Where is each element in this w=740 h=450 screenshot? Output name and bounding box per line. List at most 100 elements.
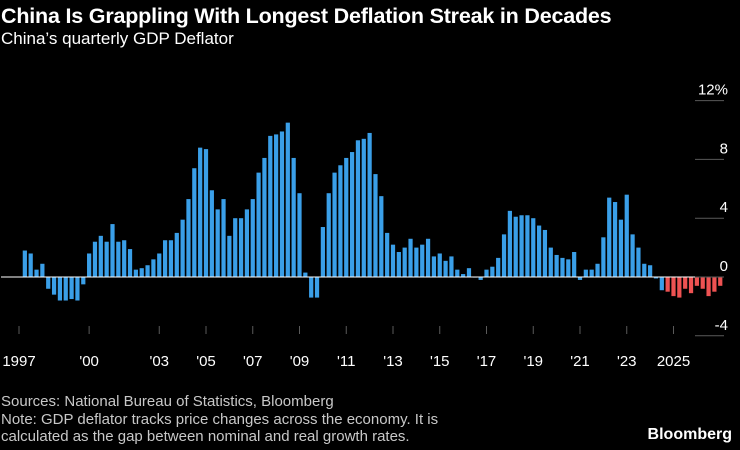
bar bbox=[40, 263, 45, 277]
bar bbox=[104, 241, 109, 277]
bar bbox=[326, 193, 331, 277]
bar bbox=[198, 147, 203, 277]
bar bbox=[560, 257, 565, 277]
bar bbox=[332, 172, 337, 277]
y-tick-label: 8 bbox=[720, 140, 728, 157]
bar bbox=[414, 247, 419, 277]
bar bbox=[688, 277, 694, 294]
bar bbox=[437, 253, 442, 277]
bar bbox=[344, 157, 349, 277]
bar bbox=[466, 268, 472, 277]
bar bbox=[385, 232, 390, 277]
bar bbox=[618, 219, 624, 277]
bar bbox=[338, 165, 343, 277]
bar bbox=[478, 277, 483, 280]
y-tick-label: 0 bbox=[720, 258, 728, 275]
x-tick-label: '13 bbox=[383, 353, 403, 370]
y-tick-label: -4 bbox=[715, 317, 728, 334]
bar bbox=[262, 157, 267, 277]
bloomberg-logo: Bloomberg bbox=[647, 426, 732, 443]
bar bbox=[98, 235, 103, 277]
bar bbox=[630, 234, 635, 277]
bar bbox=[192, 168, 197, 277]
bar bbox=[34, 269, 39, 277]
bar bbox=[449, 256, 454, 277]
bar bbox=[221, 199, 226, 277]
bar bbox=[548, 247, 553, 277]
bar bbox=[180, 219, 185, 277]
bar bbox=[250, 199, 255, 277]
x-tick-label: '17 bbox=[477, 353, 497, 370]
bar bbox=[379, 196, 384, 277]
bar bbox=[57, 277, 63, 301]
bar bbox=[151, 259, 156, 277]
bar bbox=[209, 190, 214, 277]
bar bbox=[244, 209, 250, 277]
bar bbox=[110, 224, 115, 277]
bar bbox=[718, 277, 723, 286]
x-tick-label: 2025 bbox=[657, 353, 690, 370]
bar bbox=[531, 218, 536, 277]
bar bbox=[349, 152, 355, 277]
x-tick-label: '21 bbox=[570, 353, 590, 370]
bar bbox=[274, 134, 279, 277]
note-line-2: calculated as the gap between nominal an… bbox=[1, 428, 410, 445]
sources-text: Sources: National Bureau of Statistics, … bbox=[1, 393, 334, 410]
bar bbox=[525, 215, 530, 277]
bar bbox=[28, 253, 33, 277]
bar bbox=[297, 193, 302, 277]
bar bbox=[484, 269, 489, 277]
bar bbox=[443, 260, 448, 277]
x-tick-label: '23 bbox=[617, 353, 637, 370]
x-tick-label: 1997 bbox=[2, 353, 35, 370]
bar bbox=[653, 277, 659, 279]
bar bbox=[712, 277, 717, 292]
bar bbox=[227, 235, 232, 277]
bar bbox=[75, 277, 80, 301]
bar bbox=[408, 238, 413, 277]
bar bbox=[583, 269, 588, 277]
bar bbox=[612, 202, 618, 277]
bar bbox=[536, 225, 542, 277]
bar bbox=[285, 122, 290, 278]
bar bbox=[595, 263, 600, 277]
x-tick-label: '19 bbox=[523, 353, 543, 370]
bar bbox=[291, 157, 296, 277]
bar bbox=[63, 277, 68, 301]
x-tick-label: '15 bbox=[430, 353, 450, 370]
bar bbox=[145, 265, 150, 277]
bar bbox=[425, 238, 431, 277]
x-tick-label: '07 bbox=[243, 353, 263, 370]
bar bbox=[659, 277, 664, 291]
bar bbox=[607, 197, 612, 277]
bar bbox=[127, 249, 133, 277]
bar bbox=[706, 277, 711, 297]
bar bbox=[168, 240, 174, 277]
bar bbox=[624, 194, 629, 277]
bar bbox=[700, 277, 705, 289]
bar bbox=[542, 229, 548, 277]
bar bbox=[87, 253, 92, 277]
bar bbox=[601, 237, 606, 277]
bar bbox=[116, 241, 121, 277]
bar bbox=[648, 265, 653, 277]
bar bbox=[355, 140, 361, 277]
bar bbox=[519, 215, 524, 277]
bar bbox=[496, 257, 501, 277]
bar bbox=[373, 174, 378, 277]
bar bbox=[215, 209, 220, 277]
bar bbox=[665, 277, 670, 292]
x-tick-label: '03 bbox=[149, 353, 169, 370]
bar bbox=[314, 277, 320, 298]
bar bbox=[490, 266, 495, 277]
bars-group bbox=[22, 122, 723, 301]
y-tick-label: 12% bbox=[698, 82, 728, 99]
bar bbox=[361, 138, 366, 277]
bar bbox=[157, 253, 162, 277]
x-tick-label: '00 bbox=[79, 353, 99, 370]
bar bbox=[677, 277, 682, 298]
bar bbox=[507, 210, 512, 277]
x-axis-tick-labels: 1997 '00 '03 '05 '07 '09 '11 '13 '15 '17 '19 '21 '23… bbox=[2, 326, 690, 370]
note-line-1: Note: GDP deflator tracks price changes … bbox=[1, 410, 439, 428]
bar bbox=[122, 240, 127, 277]
